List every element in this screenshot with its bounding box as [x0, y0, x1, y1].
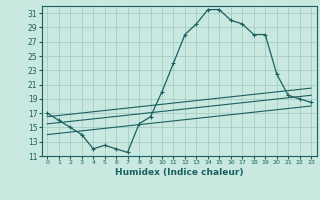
X-axis label: Humidex (Indice chaleur): Humidex (Indice chaleur)	[115, 168, 244, 177]
